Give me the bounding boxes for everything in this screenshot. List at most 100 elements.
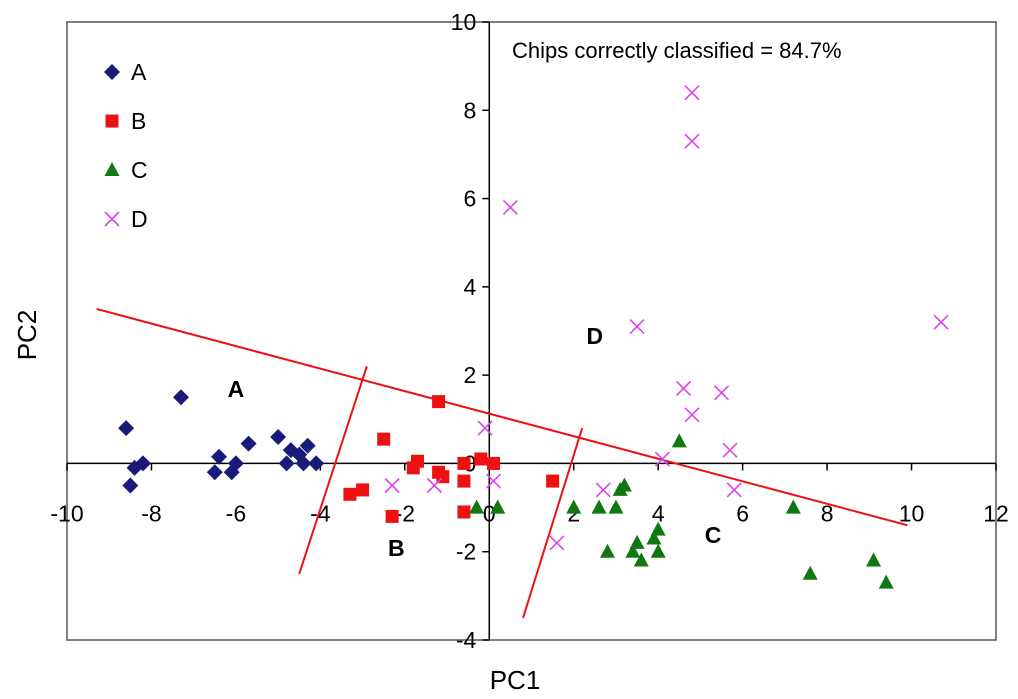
- point-a: [118, 420, 135, 437]
- x-tick-label: -8: [141, 500, 161, 526]
- legend-item-b: B: [105, 108, 146, 134]
- point-c: [608, 499, 624, 514]
- x-marker-stroke: [502, 199, 518, 215]
- x-marker-stroke: [726, 482, 742, 498]
- region-label-c: C: [705, 522, 722, 548]
- x-marker-stroke: [675, 380, 692, 396]
- point-b: [546, 474, 560, 488]
- x-marker-stroke: [654, 451, 670, 467]
- point-d: [726, 482, 742, 498]
- point-b: [432, 395, 446, 409]
- x-marker-stroke: [477, 420, 493, 436]
- point-b: [343, 487, 357, 501]
- y-tick-label: 2: [463, 362, 476, 388]
- boundary-line: [298, 366, 368, 575]
- point-a: [295, 455, 312, 472]
- x-axis-title: PC1: [490, 665, 541, 695]
- point-d: [485, 473, 502, 489]
- point-c: [650, 543, 666, 558]
- point-a: [206, 464, 223, 481]
- x-marker-stroke: [549, 535, 565, 551]
- legend-marker-c: [104, 162, 120, 176]
- point-a: [270, 428, 287, 445]
- point-b: [486, 456, 500, 470]
- point-d: [549, 535, 565, 551]
- series-b: [343, 395, 560, 523]
- point-c: [671, 433, 687, 448]
- point-a: [308, 455, 325, 472]
- point-d: [713, 385, 730, 401]
- point-d: [426, 477, 442, 494]
- point-c: [591, 499, 607, 514]
- x-marker-stroke: [426, 477, 442, 494]
- x-marker-stroke: [684, 133, 700, 149]
- point-c: [616, 477, 632, 492]
- data-points: [118, 85, 949, 589]
- x-marker-stroke: [104, 211, 120, 227]
- x-marker-stroke: [684, 407, 700, 423]
- point-a: [299, 437, 316, 454]
- point-c: [566, 499, 582, 514]
- point-b: [457, 474, 471, 488]
- point-a: [135, 455, 152, 472]
- point-d: [477, 420, 493, 436]
- series-c: [469, 433, 894, 589]
- boundary-line: [522, 427, 584, 619]
- legend-label-d: D: [131, 206, 148, 232]
- point-c: [650, 521, 666, 536]
- legend-marker-a: [104, 64, 120, 80]
- x-marker-stroke: [595, 482, 611, 498]
- point-d: [502, 199, 518, 215]
- point-c: [629, 534, 645, 549]
- x-marker-stroke: [684, 85, 700, 101]
- point-c: [633, 552, 649, 567]
- point-a: [240, 435, 257, 452]
- legend-marker-d: [104, 211, 120, 227]
- point-a: [227, 455, 244, 472]
- legend-label-b: B: [131, 108, 146, 134]
- point-b: [474, 452, 488, 466]
- y-tick-label: -4: [456, 627, 477, 653]
- point-d: [722, 442, 738, 458]
- x-marker-stroke: [485, 473, 502, 489]
- point-a: [278, 455, 295, 472]
- region-labels: A B C D: [228, 323, 722, 561]
- legend-label-c: C: [131, 157, 148, 183]
- region-label-d: D: [587, 323, 604, 349]
- x-marker-stroke: [722, 442, 738, 458]
- x-marker-stroke: [629, 319, 645, 335]
- x-tick-label: 12: [983, 500, 1009, 526]
- x-tick-label: 4: [652, 500, 665, 526]
- point-c: [600, 543, 616, 558]
- boundary-line: [96, 307, 908, 527]
- point-a: [122, 477, 139, 494]
- point-c: [469, 499, 485, 514]
- point-b: [385, 509, 399, 523]
- point-b: [457, 456, 471, 470]
- x-tick-label: -2: [395, 500, 415, 526]
- x-tick-label: 6: [736, 500, 749, 526]
- point-c: [878, 574, 894, 589]
- x-tick-label: 10: [899, 500, 925, 526]
- legend-item-c: C: [104, 157, 148, 183]
- x-marker-stroke: [933, 314, 949, 330]
- point-c: [785, 499, 801, 514]
- region-label-a: A: [228, 376, 245, 402]
- legend-item-a: A: [104, 59, 147, 85]
- y-tick-label: -2: [456, 539, 476, 565]
- x-tick-label: 8: [821, 500, 834, 526]
- point-d: [384, 477, 400, 494]
- y-axis-title: PC2: [12, 310, 42, 361]
- point-d: [629, 319, 645, 335]
- axes: -10-8-6-4-2024681012-4-20246810: [50, 9, 1008, 653]
- point-d: [684, 133, 700, 149]
- point-b: [410, 454, 424, 468]
- y-tick-label: 6: [463, 186, 476, 212]
- region-label-b: B: [388, 535, 405, 561]
- point-a: [211, 448, 228, 465]
- x-tick-label: -6: [226, 500, 246, 526]
- classification-annotation: Chips correctly classified = 84.7%: [512, 38, 842, 63]
- y-tick-label: 8: [463, 97, 476, 123]
- point-c: [646, 530, 662, 545]
